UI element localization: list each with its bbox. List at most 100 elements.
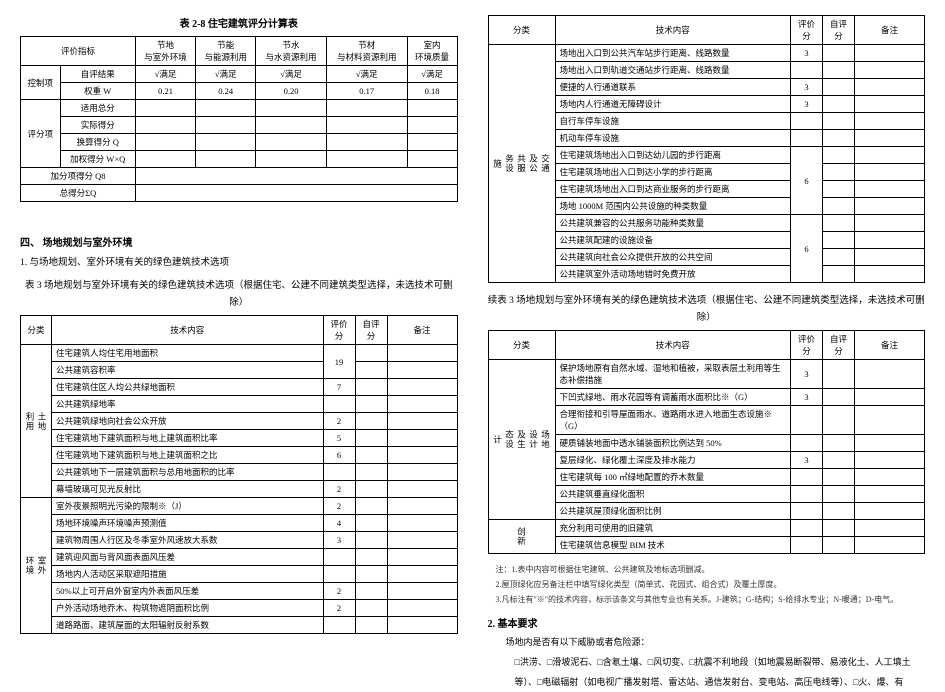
remark-cell	[387, 447, 457, 464]
score-cell	[791, 486, 823, 503]
tech-content-cell: 住宅建筑地下建筑面积与地上建筑面积之比	[52, 447, 324, 464]
score-cell	[323, 566, 355, 583]
remark-cell	[387, 379, 457, 396]
tech-content-cell: 场地内人行通道无障碍设计	[555, 96, 791, 113]
th-4: 节材与材料资源利用	[326, 37, 407, 66]
remark-cell	[387, 413, 457, 430]
self-score-cell	[355, 583, 387, 600]
self-score-cell	[823, 164, 855, 181]
self-score-cell	[823, 181, 855, 198]
tech-content-cell: 公共建筑室外活动场地错时免费开放	[555, 266, 791, 283]
tech-content-cell: 建筑物周围人行区及冬季室外风速放大系数	[52, 532, 324, 549]
ctrl-sub: 自评结果	[60, 66, 135, 83]
tech-content-cell: 自行车停车设施	[555, 113, 791, 130]
category-cell: 场地设计及生态设计	[488, 360, 555, 520]
self-score-cell	[823, 503, 855, 520]
score-cell	[791, 469, 823, 486]
remark-cell	[855, 389, 925, 406]
self-score-cell	[823, 215, 855, 232]
score-cell: 2	[323, 600, 355, 617]
tech-content-cell: 公共建筑绿地向社会公众开放	[52, 413, 324, 430]
remark-cell	[387, 498, 457, 515]
remark-cell	[387, 396, 457, 413]
remark-cell	[855, 435, 925, 452]
self-score-cell	[355, 617, 387, 634]
score-cell	[323, 549, 355, 566]
table28-title: 表 2-8 住宅建筑评分计算表	[20, 15, 458, 30]
score-cell: 3	[323, 532, 355, 549]
right-column: 分类 技术内容 评价分 自评分 备注 交通及公共服务设施场地出入口到公共汽车站步…	[488, 15, 926, 654]
self-score-cell	[823, 232, 855, 249]
remark-cell	[855, 486, 925, 503]
cont-title: 续表 3 场地规划与室外环境有关的绿色建筑技术选项（根据住宅、公建不同建筑类型选…	[488, 293, 926, 327]
self-score-cell	[355, 532, 387, 549]
remark-cell	[387, 583, 457, 600]
th-5: 室内环境质量	[407, 37, 457, 66]
tech-content-cell: 室外夜景照明光污染的限制※（J）	[52, 498, 324, 515]
remark-cell	[855, 96, 925, 113]
self-score-cell	[823, 537, 855, 554]
self-score-cell	[823, 198, 855, 215]
tech-content-cell: 公共建筑向社会公众提供开放的公共空间	[555, 249, 791, 266]
remark-cell	[855, 215, 925, 232]
tech-content-cell: 住宅建筑场地出入口到达商业服务的步行距离	[555, 181, 791, 198]
remark-cell	[855, 130, 925, 147]
score-cell	[791, 537, 823, 554]
tech-content-cell: 下凹式绿地、雨水花园等有调蓄雨水面积比※（G）	[555, 389, 791, 406]
remark-cell	[387, 532, 457, 549]
section2-p2: □洪涝、□滑坡泥石、□含氡土壤、□风切变、□抗震不利地段（如地震易断裂带、易液化…	[488, 653, 926, 692]
note1: 注：1.表中内容可根据住宅建筑、公共建筑及地标选项删减。	[496, 564, 926, 577]
score-cell	[791, 130, 823, 147]
table-right-top: 分类 技术内容 评价分 自评分 备注 交通及公共服务设施场地出入口到公共汽车站步…	[488, 15, 926, 283]
self-score-cell	[355, 430, 387, 447]
tech-content-cell: 住宅建筑住区人均公共绿地面积	[52, 379, 324, 396]
self-score-cell	[355, 515, 387, 532]
tech-content-cell: 复层绿化、绿化覆土深度及排水能力	[555, 452, 791, 469]
tech-content-cell: 合理衔接和引导屋面雨水、道路雨水进入地面生态设施※（G）	[555, 406, 791, 435]
table28: 评价指标 节地与室外环境 节能与能源利用 节水与水资源利用 节材与材料资源利用 …	[20, 36, 458, 202]
tech-content-cell: 50%以上可开启外窗室内外表面风压差	[52, 583, 324, 600]
score-cell	[791, 406, 823, 435]
remark-cell	[387, 464, 457, 481]
remark-cell	[855, 198, 925, 215]
tech-content-cell: 公共建筑绿地率	[52, 396, 324, 413]
self-score-cell	[823, 79, 855, 96]
score-cell: 4	[323, 515, 355, 532]
score-cell: 6	[791, 215, 823, 283]
tech-content-cell: 场地环境噪声环境噪声预测值	[52, 515, 324, 532]
score-cell: 2	[323, 481, 355, 498]
remark-cell	[855, 503, 925, 520]
self-score-cell	[823, 486, 855, 503]
remark-cell	[855, 147, 925, 164]
note3: 3.凡标注有"※"的技术内容，标示该条文与其他专业也有关系。J-建筑；G-结构；…	[496, 594, 926, 607]
self-score-cell	[355, 566, 387, 583]
remark-cell	[387, 549, 457, 566]
score-cell	[791, 62, 823, 79]
tech-content-cell: 公共建筑垂直绿化面积	[555, 486, 791, 503]
score-cell: 3	[791, 389, 823, 406]
score-cell: 3	[791, 45, 823, 62]
score-cell	[323, 396, 355, 413]
score-cell: 7	[323, 379, 355, 396]
th-3: 节水与水资源利用	[256, 37, 327, 66]
score-cell	[323, 464, 355, 481]
table3-left: 分类 技术内容 评价分 自评分 备注 土地利用住宅建筑人均住宅用地面积19公共建…	[20, 315, 458, 634]
tech-content-cell: 充分利用可使用的旧建筑	[555, 520, 791, 537]
category-cell: 交通及公共服务设施	[488, 45, 555, 283]
score-cell: 2	[323, 413, 355, 430]
tech-content-cell: 道路路面、建筑屋面的太阳辐射反射系数	[52, 617, 324, 634]
self-score-cell	[823, 249, 855, 266]
self-score-cell	[823, 435, 855, 452]
remark-cell	[855, 79, 925, 96]
tech-content-cell: 住宅建筑每 100 ㎡绿地配置的乔木数量	[555, 469, 791, 486]
left-column: 表 2-8 住宅建筑评分计算表 评价指标 节地与室外环境 节能与能源利用 节水与…	[20, 15, 458, 654]
self-score-cell	[355, 396, 387, 413]
category-cell: 土地利用	[21, 345, 52, 498]
tech-content-cell: 场地出入口到轨道交通站步行距离、线路数量	[555, 62, 791, 79]
score-cell	[791, 503, 823, 520]
tech-content-cell: 住宅建筑场地出入口到达小学的步行距离	[555, 164, 791, 181]
tech-content-cell: 公共建筑屋顶绿化面积比例	[555, 503, 791, 520]
score-cell: 3	[791, 79, 823, 96]
self-score-cell	[355, 549, 387, 566]
note2: 2.屋顶绿化应另备注栏中填写绿化类型（简单式、花园式、组合式）及覆土厚度。	[496, 579, 926, 592]
